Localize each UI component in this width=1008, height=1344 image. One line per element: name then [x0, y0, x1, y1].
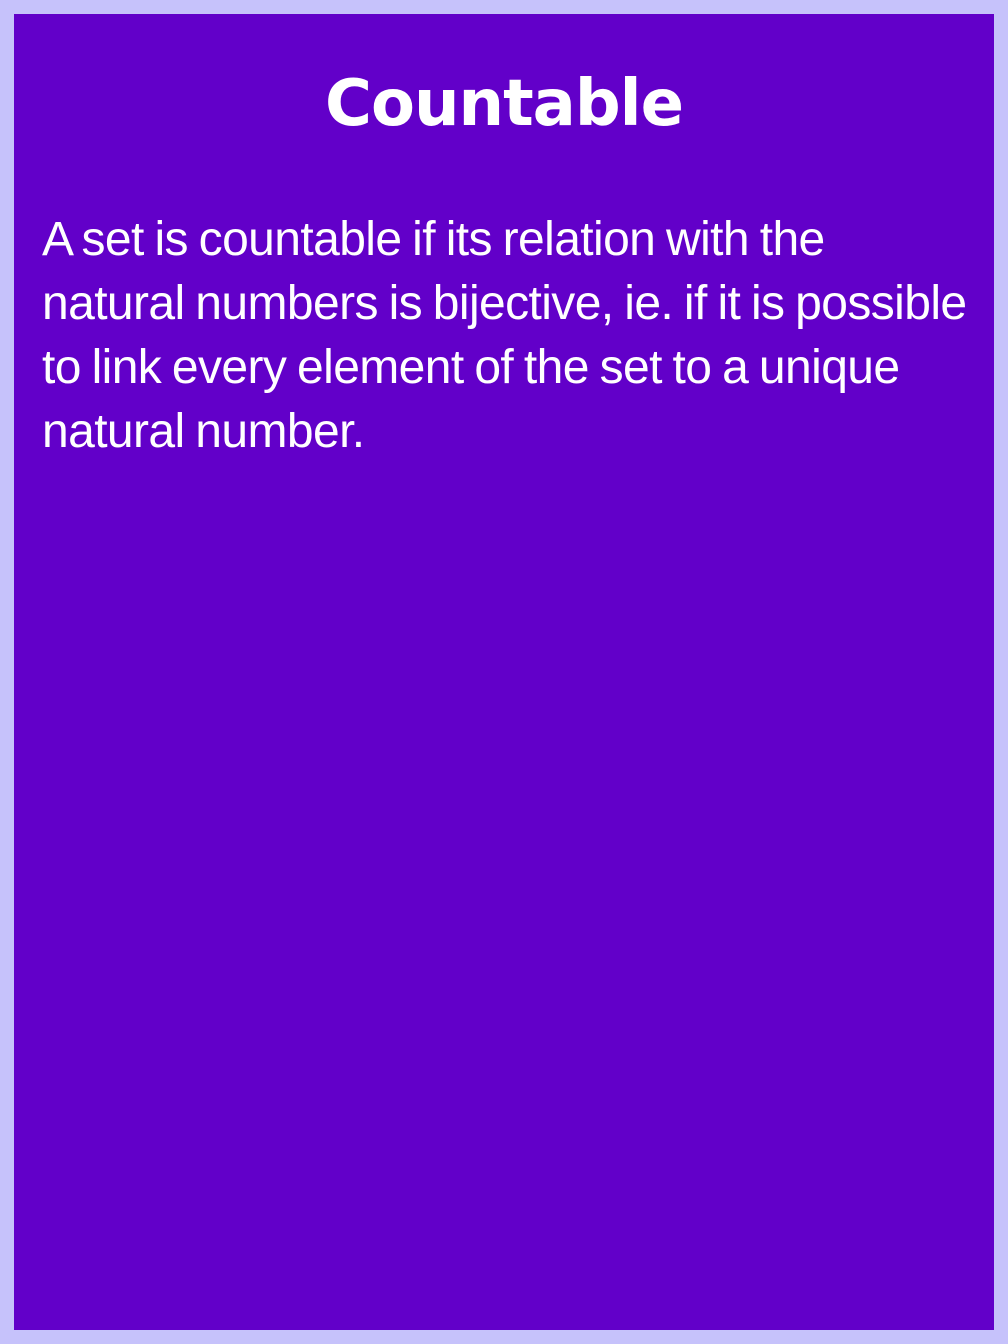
flashcard: Countable A set is countable if its rela… [14, 14, 994, 1330]
card-title: Countable [325, 67, 684, 141]
card-definition-text: A set is countable if its relation with … [42, 213, 967, 458]
